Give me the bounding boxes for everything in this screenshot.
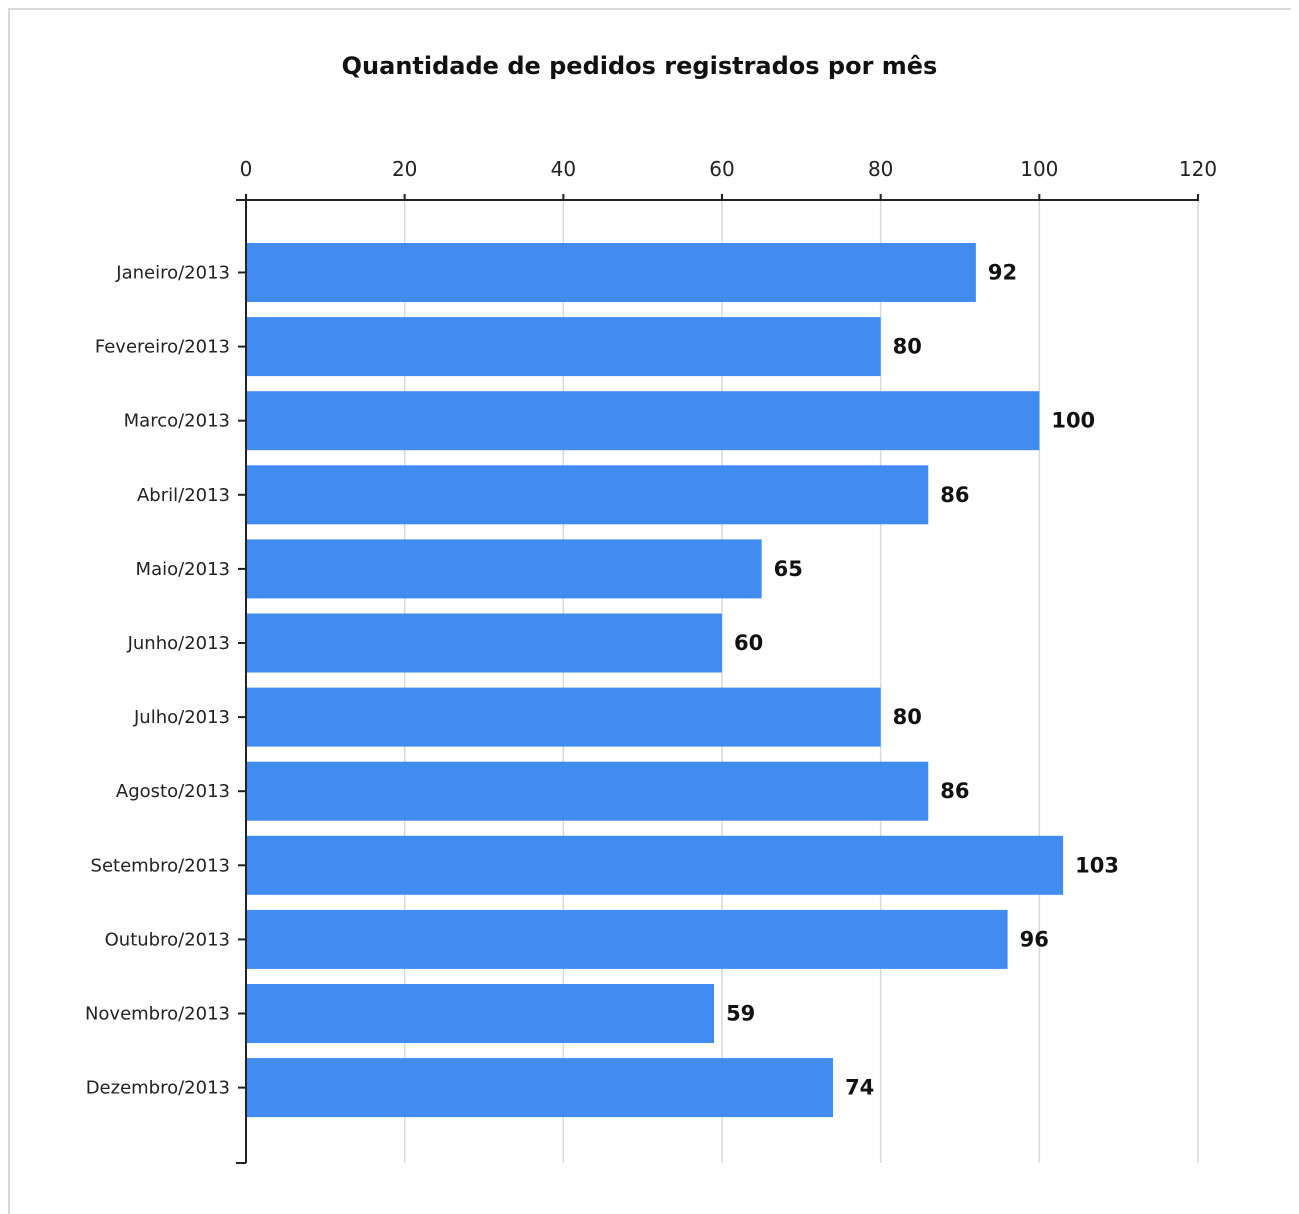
bar-2 [246,317,881,377]
category-label: Novembro/2013 [85,1004,230,1025]
x-tick-label: 120 [1179,157,1217,181]
data-label: 86 [940,779,969,803]
category-label: Julho/2013 [133,707,230,728]
data-label: 92 [988,261,1017,285]
data-label: 100 [1051,409,1095,433]
data-label: 96 [1020,927,1049,951]
data-label: 103 [1075,853,1119,877]
data-label: 60 [734,631,763,655]
bars [246,243,1064,1118]
x-tick-label: 40 [551,157,576,181]
bar-3 [246,391,1040,451]
labels: 0 20 40 60 80 100 120 Janeiro/2013 92 Fevereiro/2… [85,157,1217,1100]
bar-8 [246,761,929,821]
category-label: Agosto/2013 [116,781,230,802]
data-label: 59 [726,1002,755,1026]
category-label: Outubro/2013 [105,929,230,950]
axes [236,194,1199,1164]
category-label: Marco/2013 [124,411,230,432]
bar-10 [246,909,1008,969]
bar-11 [246,984,715,1043]
data-label: 65 [774,557,803,581]
category-label: Junho/2013 [127,633,230,654]
bar-12 [246,1058,834,1118]
x-tick-label: 60 [709,157,734,181]
data-label: 86 [940,483,969,507]
x-tick-label: 80 [868,157,893,181]
x-tick-label: 100 [1020,157,1058,181]
category-label: Setembro/2013 [91,855,230,876]
bar-9 [246,835,1064,895]
category-label: Dezembro/2013 [86,1078,230,1099]
category-label: Janeiro/2013 [115,263,230,284]
bar-4 [246,465,929,525]
data-label: 80 [893,705,922,729]
bar-6 [246,613,722,673]
data-label: 80 [893,335,922,359]
chart-title: Quantidade de pedidos registrados por mê… [341,52,938,80]
bar-7 [246,687,881,747]
bar-5 [246,539,762,599]
category-label: Maio/2013 [136,559,230,580]
x-tick-label: 0 [240,157,253,181]
category-label: Fevereiro/2013 [95,337,230,358]
data-label: 74 [845,1076,874,1100]
category-label: Abril/2013 [137,485,230,506]
x-tick-label: 20 [392,157,417,181]
bar-1 [246,243,976,302]
